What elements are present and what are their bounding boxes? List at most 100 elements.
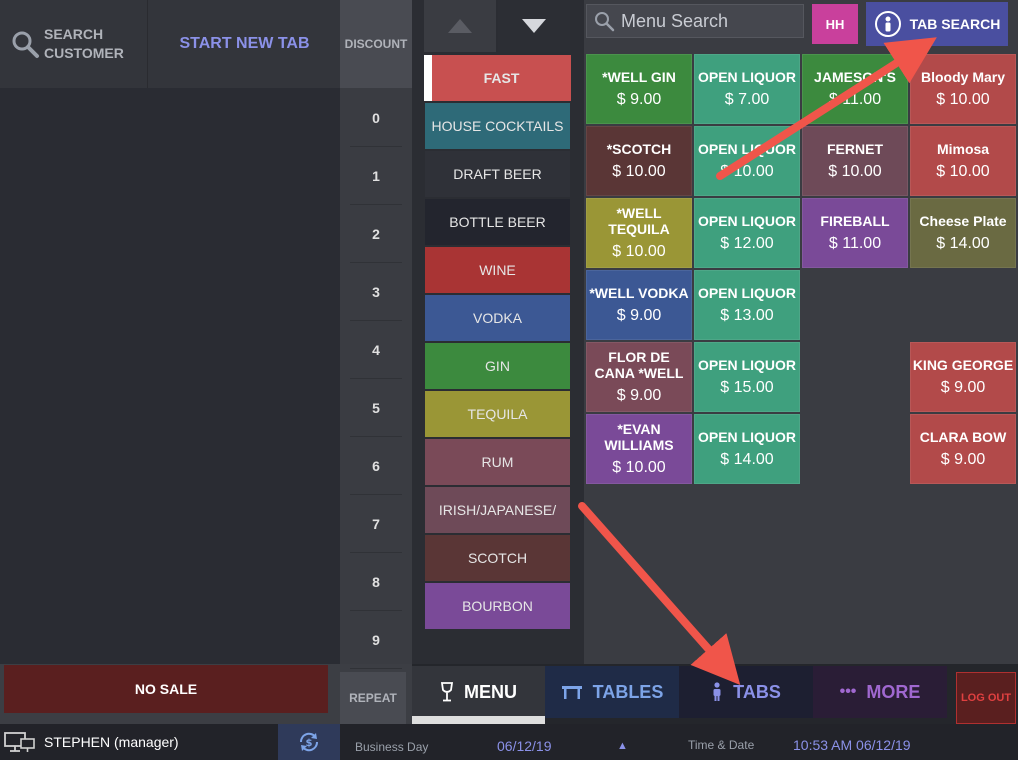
discount-key-4[interactable]: 4 bbox=[350, 321, 402, 379]
menu-item[interactable]: FIREBALL $ 11.00 bbox=[802, 198, 908, 268]
menu-item[interactable]: Cheese Plate $ 14.00 bbox=[910, 198, 1016, 268]
category-fast[interactable]: FAST bbox=[432, 55, 571, 101]
menu-item-name: Mimosa bbox=[936, 141, 990, 157]
discount-key-5[interactable]: 5 bbox=[350, 379, 402, 437]
menu-item[interactable]: Mimosa $ 10.00 bbox=[910, 126, 1016, 196]
menu-item[interactable]: JAMESON'S $ 11.00 bbox=[802, 54, 908, 124]
menu-search-placeholder: Menu Search bbox=[621, 10, 729, 31]
category-house-cocktails[interactable]: HOUSE COCKTAILS bbox=[425, 103, 570, 149]
happy-hour-button[interactable]: HH bbox=[812, 4, 858, 44]
tab-tables[interactable]: TABLES bbox=[545, 666, 679, 718]
menu-item-name: JAMESON'S bbox=[814, 69, 896, 85]
active-tab-underline bbox=[412, 716, 545, 724]
menu-item[interactable]: *WELL TEQUILA $ 10.00 bbox=[586, 198, 692, 268]
discount-key-9[interactable]: 9 bbox=[350, 611, 402, 669]
tab-search-label: TAB SEARCH bbox=[909, 16, 1001, 32]
menu-item[interactable]: *EVAN WILLIAMS $ 10.00 bbox=[586, 414, 692, 484]
dots-icon: ••• bbox=[839, 683, 857, 700]
menu-item[interactable]: *WELL GIN $ 9.00 bbox=[586, 54, 692, 124]
category-scotch[interactable]: SCOTCH bbox=[425, 535, 570, 581]
no-sale-button[interactable]: NO SALE bbox=[4, 665, 328, 713]
discount-key-3[interactable]: 3 bbox=[350, 263, 402, 321]
business-day-value: 06/12/19 bbox=[497, 738, 552, 754]
menu-item[interactable]: OPEN LIQUOR $ 14.00 bbox=[694, 414, 800, 484]
menu-item[interactable]: OPEN LIQUOR $ 15.00 bbox=[694, 342, 800, 412]
category-tequila[interactable]: TEQUILA bbox=[425, 391, 570, 437]
menu-item-name: Bloody Mary bbox=[920, 69, 1005, 85]
menu-item[interactable]: FERNET $ 10.00 bbox=[802, 126, 908, 196]
menu-item-name: OPEN LIQUOR bbox=[697, 141, 796, 157]
repeat-button[interactable]: REPEAT bbox=[340, 672, 406, 724]
menu-item[interactable]: KING GEORGE $ 9.00 bbox=[910, 342, 1016, 412]
menu-item-price: $ 9.00 bbox=[940, 379, 986, 396]
svg-text:$: $ bbox=[306, 738, 313, 749]
discount-key-1[interactable]: 1 bbox=[350, 147, 402, 205]
person-icon bbox=[713, 682, 721, 701]
triangle-up-icon[interactable]: ▲ bbox=[617, 740, 628, 752]
tab-more-label: MORE bbox=[866, 681, 921, 702]
category-draft-beer[interactable]: DRAFT BEER bbox=[425, 151, 570, 197]
menu-item-price: $ 10.00 bbox=[720, 163, 774, 180]
menu-item[interactable]: *WELL VODKA $ 9.00 bbox=[586, 270, 692, 340]
logout-button[interactable]: LOG OUT bbox=[956, 672, 1016, 724]
menu-item-price: $ 7.00 bbox=[724, 91, 770, 108]
tab-more[interactable]: ••• MORE bbox=[813, 666, 947, 718]
menu-item-name: KING GEORGE bbox=[912, 357, 1014, 373]
menu-item-price: $ 14.00 bbox=[936, 235, 990, 252]
user-area: STEPHEN (manager) bbox=[0, 724, 278, 760]
menu-item-price: $ 14.00 bbox=[720, 451, 774, 468]
menu-search-input[interactable]: Menu Search bbox=[586, 4, 804, 38]
selected-category-indicator bbox=[424, 55, 432, 101]
tab-tabs[interactable]: TABS bbox=[679, 666, 813, 718]
category-gin[interactable]: GIN bbox=[425, 343, 570, 389]
discount-key-8[interactable]: 8 bbox=[350, 553, 402, 611]
category-rum[interactable]: RUM bbox=[425, 439, 570, 485]
sync-button[interactable]: $ bbox=[278, 724, 340, 760]
menu-item-name: *SCOTCH bbox=[606, 141, 672, 157]
menu-item[interactable]: OPEN LIQUOR $ 10.00 bbox=[694, 126, 800, 196]
menu-item-price: $ 10.00 bbox=[612, 459, 666, 476]
status-bar bbox=[0, 724, 1018, 760]
person-circle-icon bbox=[874, 11, 901, 37]
menu-item[interactable]: *SCOTCH $ 10.00 bbox=[586, 126, 692, 196]
menu-item[interactable]: OPEN LIQUOR $ 12.00 bbox=[694, 198, 800, 268]
category-bourbon[interactable]: BOURBON bbox=[425, 583, 570, 629]
menu-item-name: OPEN LIQUOR bbox=[697, 429, 796, 445]
category-bottle-beer[interactable]: BOTTLE BEER bbox=[425, 199, 570, 245]
discount-button[interactable]: DISCOUNT bbox=[340, 0, 412, 88]
menu-item[interactable]: OPEN LIQUOR $ 13.00 bbox=[694, 270, 800, 340]
discount-key-2[interactable]: 2 bbox=[350, 205, 402, 263]
discount-key-6[interactable]: 6 bbox=[350, 437, 402, 495]
menu-item-name: FERNET bbox=[827, 141, 883, 157]
menu-item[interactable]: OPEN LIQUOR $ 7.00 bbox=[694, 54, 800, 124]
scroll-down-button[interactable] bbox=[498, 0, 570, 52]
tab-menu[interactable]: MENU bbox=[412, 666, 545, 718]
tab-search-button[interactable]: TAB SEARCH bbox=[866, 2, 1008, 46]
menu-item-name: *WELL GIN bbox=[602, 69, 676, 85]
menu-item[interactable]: Bloody Mary $ 10.00 bbox=[910, 54, 1016, 124]
triangle-down-icon bbox=[522, 19, 546, 33]
menu-item-price: $ 10.00 bbox=[936, 91, 990, 108]
discount-key-7[interactable]: 7 bbox=[350, 495, 402, 553]
discount-column bbox=[340, 0, 412, 664]
menu-item-price: $ 10.00 bbox=[936, 163, 990, 180]
menu-item-name: OPEN LIQUOR bbox=[697, 285, 796, 301]
menu-item-name: *WELL TEQUILA bbox=[608, 205, 670, 237]
discount-key-0[interactable]: 0 bbox=[350, 89, 402, 147]
category-wine[interactable]: WINE bbox=[425, 247, 570, 293]
menu-item-name: *WELL VODKA bbox=[589, 285, 689, 301]
menu-item-name: FIREBALL bbox=[820, 213, 890, 229]
order-list bbox=[0, 88, 340, 664]
start-new-tab-button[interactable]: START NEW TAB bbox=[179, 35, 310, 52]
menu-item[interactable]: FLOR DE CANA *WELL $ 9.00 bbox=[586, 342, 692, 412]
search-customer-button[interactable]: SEARCH CUSTOMER bbox=[0, 0, 148, 88]
menu-item[interactable]: CLARA BOW $ 9.00 bbox=[910, 414, 1016, 484]
scroll-up-button[interactable] bbox=[424, 0, 496, 52]
menu-item-name: *EVAN WILLIAMS bbox=[604, 421, 674, 453]
menu-item-price: $ 9.00 bbox=[940, 451, 986, 468]
menu-item-price: $ 9.00 bbox=[616, 387, 662, 404]
category-vodka[interactable]: VODKA bbox=[425, 295, 570, 341]
category-irish-japanese[interactable]: IRISH/JAPANESE/ bbox=[425, 487, 570, 533]
tab-menu-label: MENU bbox=[464, 681, 517, 702]
menu-item-price: $ 10.00 bbox=[612, 163, 666, 180]
